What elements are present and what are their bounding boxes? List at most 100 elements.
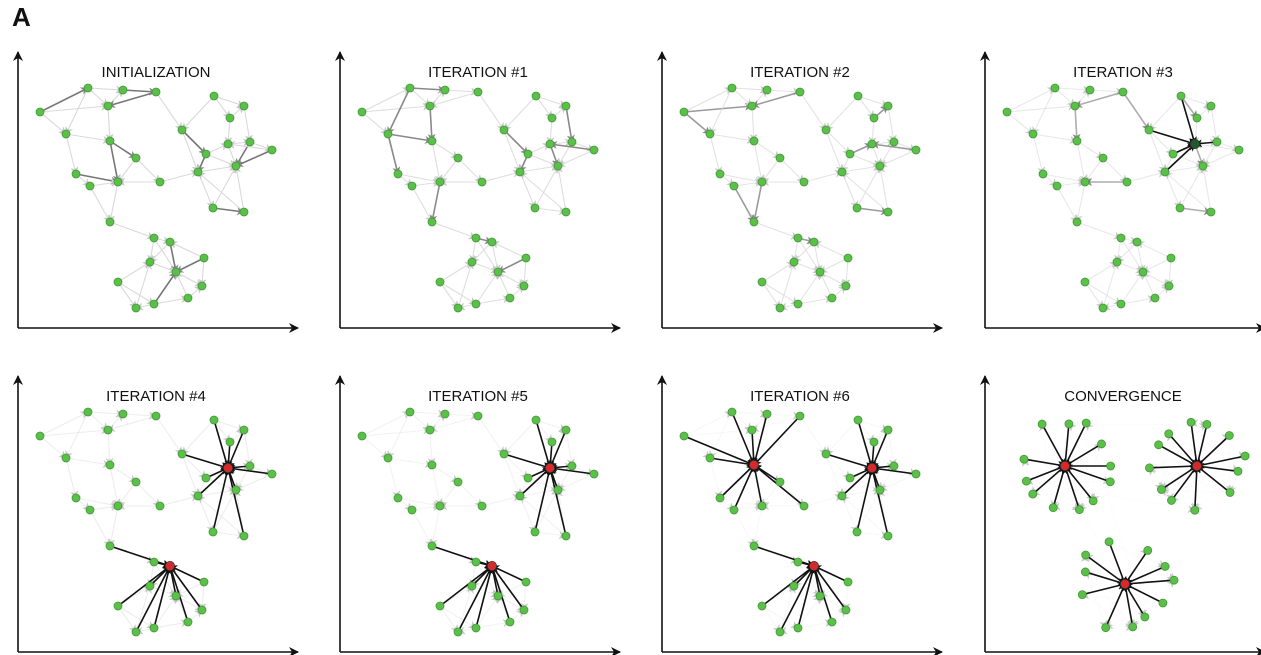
data-point	[1150, 293, 1160, 303]
responsibility-edge	[503, 453, 551, 470]
data-point	[105, 460, 115, 470]
message-edge	[1042, 173, 1086, 185]
message-edge	[135, 157, 161, 183]
data-point	[789, 581, 799, 591]
message-edge	[1142, 257, 1172, 273]
responsibility-edge	[856, 467, 875, 533]
message-edge	[1164, 171, 1212, 213]
message-edge	[181, 129, 200, 173]
message-edge	[75, 497, 119, 509]
data-point	[799, 501, 809, 511]
panel-6: ITERATION #6	[657, 375, 943, 655]
data-point	[493, 591, 503, 601]
responsibility-edge	[779, 565, 815, 633]
message-edge	[1084, 571, 1146, 618]
message-edge	[197, 171, 245, 213]
message-edge	[439, 605, 459, 633]
data-point	[1176, 91, 1186, 101]
message-edge	[212, 207, 245, 216]
message-edge	[213, 419, 231, 443]
message-edge	[534, 207, 567, 216]
message-edge	[1081, 591, 1163, 604]
message-edge	[1158, 433, 1170, 491]
data-point	[113, 501, 123, 511]
message-edge	[491, 241, 527, 259]
data-point	[531, 91, 541, 101]
message-edge	[444, 87, 479, 96]
message-edge	[361, 426, 431, 437]
responsibility-edge	[1180, 95, 1197, 145]
candidate-point	[1189, 139, 1200, 150]
data-point	[853, 415, 863, 425]
message-edge	[825, 129, 851, 155]
data-point	[1081, 550, 1091, 560]
data-point	[1169, 575, 1179, 585]
message-edge	[733, 509, 755, 547]
message-edge	[181, 95, 215, 131]
data-point	[245, 137, 255, 147]
message-edge	[1084, 571, 1134, 628]
message-edge	[534, 165, 559, 209]
message-edge	[1132, 579, 1175, 628]
message-edge	[879, 473, 917, 491]
message-edge	[65, 87, 89, 135]
message-edge	[1148, 129, 1167, 173]
data-point	[471, 299, 481, 309]
data-point	[561, 531, 571, 541]
data-point	[1098, 303, 1108, 313]
message-edge	[1085, 562, 1167, 573]
message-edge	[819, 271, 833, 299]
message-edge	[411, 179, 441, 187]
message-edge	[212, 489, 237, 533]
message-edge	[519, 171, 567, 213]
data-point	[477, 501, 487, 511]
message-edge	[457, 481, 483, 507]
message-edge	[793, 261, 821, 274]
message-edge	[887, 105, 897, 143]
message-edge	[1076, 140, 1088, 183]
message-edge	[753, 221, 799, 240]
message-edge	[709, 457, 723, 499]
data-point	[749, 217, 759, 227]
message-edge	[1120, 295, 1156, 305]
message-edge	[1077, 443, 1103, 511]
message-edge	[1194, 470, 1239, 511]
responsibility-edge	[1124, 550, 1149, 585]
message-edge	[135, 585, 152, 633]
message-edge	[117, 605, 137, 633]
data-point	[1206, 101, 1216, 111]
data-point	[149, 557, 159, 567]
message-edge	[1102, 261, 1119, 309]
message-edge	[1068, 423, 1111, 467]
data-point	[239, 207, 249, 217]
message-edge	[879, 149, 917, 167]
exemplar-point	[866, 463, 877, 474]
message-edge	[212, 531, 245, 540]
message-edge	[825, 453, 851, 479]
data-point	[852, 203, 862, 213]
panel-3: ITERATION #3	[980, 51, 1261, 333]
message-edge	[1068, 423, 1095, 502]
message-edge	[431, 140, 443, 183]
message-edge	[766, 411, 801, 420]
data-point	[762, 85, 772, 95]
data-point	[1186, 417, 1196, 427]
message-edge	[825, 419, 859, 455]
message-edge	[39, 102, 109, 113]
message-edge	[535, 95, 553, 119]
message-edge	[39, 87, 89, 113]
data-point	[193, 491, 203, 501]
data-point	[453, 153, 463, 163]
data-point	[715, 493, 725, 503]
data-point	[183, 617, 193, 627]
message-edge	[65, 457, 111, 468]
responsibility-edge	[227, 429, 245, 469]
panel-title: ITERATION #6	[750, 388, 850, 405]
responsibility-edge	[535, 419, 552, 469]
data-point	[1072, 136, 1082, 146]
panel-0: INITIALIZATION	[13, 51, 299, 333]
message-edge	[1122, 91, 1150, 131]
data-point	[1105, 477, 1115, 487]
message-edge	[65, 457, 79, 499]
message-edge	[683, 102, 753, 113]
